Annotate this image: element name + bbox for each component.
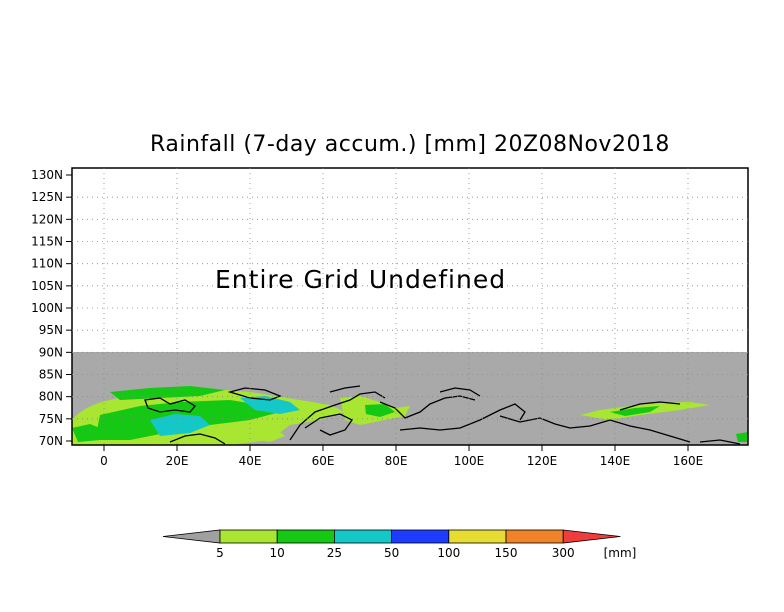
lon-tick-label: 20E — [166, 454, 189, 468]
gridlines — [72, 168, 748, 445]
lat-tick-label: 110N — [31, 257, 63, 271]
colorbar-under-triangle — [162, 529, 221, 544]
lon-tick-label: 60E — [312, 454, 335, 468]
colorbar: 5 10 25 50 100 150 300 [mm] — [162, 529, 637, 560]
lat-tick-label: 90N — [39, 345, 63, 359]
colorbar-segment — [276, 529, 335, 544]
lat-tick-label: 125N — [31, 190, 63, 204]
lat-tick-label: 75N — [39, 412, 63, 426]
rain-patches — [72, 386, 748, 445]
colorbar-label: 50 — [384, 546, 399, 560]
lon-tick-label: 100E — [454, 454, 485, 468]
map-title: Rainfall (7-day accum.) [mm] 20Z08Nov201… — [150, 132, 670, 157]
lon-tick-label: 0 — [100, 454, 108, 468]
colorbar-segment — [219, 529, 278, 544]
undefined-message: Entire Grid Undefined — [215, 265, 506, 294]
colorbar-label: 25 — [327, 546, 342, 560]
colorbar-label: 100 — [437, 546, 460, 560]
lat-tick-label: 80N — [39, 390, 63, 404]
plot-frame — [71, 167, 749, 446]
colorbar-segment — [448, 529, 507, 544]
colorbar-label: 10 — [270, 546, 285, 560]
colorbar-segment — [333, 529, 392, 544]
lat-tick-label: 100N — [31, 301, 63, 315]
lon-tick-label: 40E — [239, 454, 262, 468]
lon-tick-label: 120E — [527, 454, 558, 468]
lon-tick-label: 80E — [385, 454, 408, 468]
colorbar-label: 300 — [552, 546, 575, 560]
lon-tick-label: 140E — [600, 454, 631, 468]
colorbar-label: 5 — [216, 546, 224, 560]
colorbar-label: 150 — [495, 546, 518, 560]
colorbar-segment — [505, 529, 564, 544]
lon-tick-label: 160E — [673, 454, 704, 468]
lat-tick-label: 120N — [31, 212, 63, 226]
lat-tick-label: 95N — [39, 323, 63, 337]
lat-tick-label: 105N — [31, 279, 63, 293]
lat-tick-label: 130N — [31, 168, 63, 182]
lat-tick-label: 115N — [31, 235, 63, 249]
lat-tick-label: 70N — [39, 434, 63, 448]
colorbar-unit: [mm] — [604, 546, 637, 560]
lon-labels: 0 20E 40E 60E 80E 100E 120E 140E 160E — [100, 445, 703, 468]
colorbar-segment — [391, 529, 450, 544]
lat-tick-label: 85N — [39, 368, 63, 382]
colorbar-over-triangle — [562, 529, 621, 544]
lat-labels: 130N 125N 120N 115N 110N 105N 100N 95N 90N 85N 80N… — [31, 168, 72, 448]
